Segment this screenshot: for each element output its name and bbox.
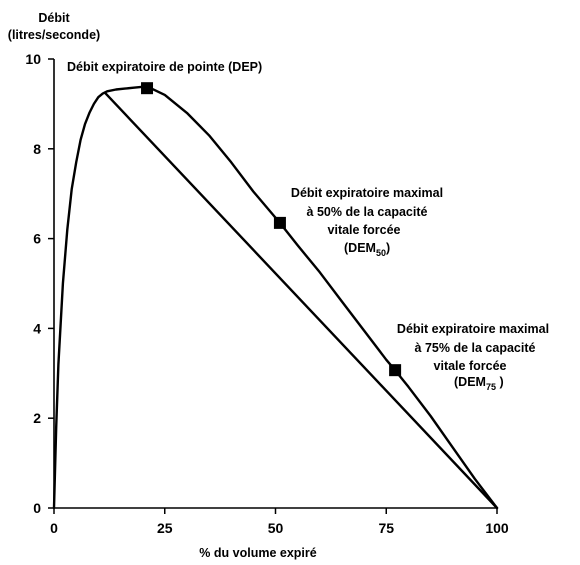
- data-point-marker-3: [389, 364, 402, 377]
- axes: 0 25 50 75 100 0 2 4 6 8 10: [25, 51, 508, 536]
- y-axis-title-line-1: Débit: [38, 11, 70, 25]
- x-tick-label: 100: [485, 520, 509, 536]
- markers: [141, 82, 402, 377]
- curves: [52, 85, 499, 510]
- annotation-dep: Débit expiratoire de pointe (DEP): [67, 60, 262, 74]
- annotation-dem50-line-3: vitale forcée: [328, 223, 401, 237]
- annotation-dem75-line-3: vitale forcée: [434, 359, 507, 373]
- annotation-dem50: Débit expiratoire maximal à 50% de la ca…: [291, 186, 443, 258]
- y-tick-label: 6: [33, 231, 41, 247]
- annotation-dem75-subscript: 75: [486, 382, 496, 392]
- y-tick-label: 10: [25, 51, 41, 67]
- y-axis-title-line-2: (litres/seconde): [8, 28, 100, 42]
- annotation-dem75: Débit expiratoire maximal à 75% de la ca…: [397, 322, 549, 392]
- annotation-dem50-abbr: (DEM50): [344, 241, 390, 258]
- series-line-1: [52, 85, 499, 510]
- x-tick-label: 25: [157, 520, 173, 536]
- annotation-dem75-close: ): [496, 375, 504, 389]
- annotation-dem50-subscript: 50: [376, 248, 386, 258]
- annotation-dem50-line-1: Débit expiratoire maximal: [291, 186, 443, 200]
- annotation-dem50-abbr-main: (DEM: [344, 241, 376, 255]
- series-line-2: [103, 91, 499, 510]
- annotation-dep-line-1: Débit expiratoire de pointe (DEP): [67, 60, 262, 74]
- y-tick-label: 8: [33, 141, 41, 157]
- annotation-dem50-close: ): [386, 241, 390, 255]
- x-axis-title: % du volume expiré: [199, 546, 316, 560]
- x-tick-label: 0: [50, 520, 58, 536]
- annotation-dem75-abbr: (DEM75 ): [454, 375, 504, 392]
- x-tick-label: 75: [378, 520, 394, 536]
- y-tick-label: 2: [33, 410, 41, 426]
- annotation-dem50-line-2: à 50% de la capacité: [307, 205, 428, 219]
- x-tick-label: 50: [268, 520, 284, 536]
- y-tick-label: 4: [33, 320, 41, 336]
- annotation-dem75-abbr-main: (DEM: [454, 375, 486, 389]
- y-tick-label: 0: [33, 500, 41, 516]
- annotation-dem75-line-2: à 75% de la capacité: [415, 341, 536, 355]
- annotation-dem75-line-1: Débit expiratoire maximal: [397, 322, 549, 336]
- y-axis-title: Débit (litres/seconde): [8, 11, 100, 42]
- data-point-marker-2: [273, 216, 286, 229]
- data-point-marker-1: [141, 82, 154, 95]
